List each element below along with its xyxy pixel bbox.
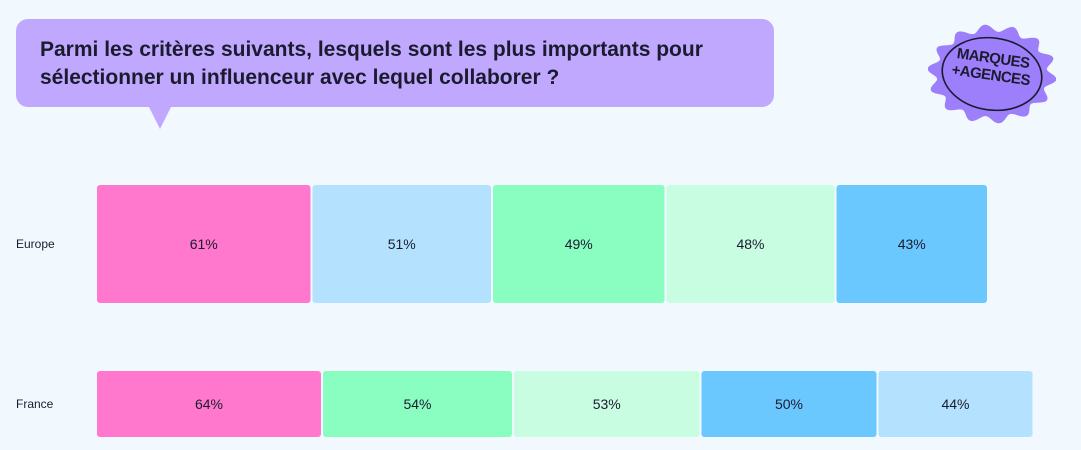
- bar-segment-france-4: [701, 371, 877, 437]
- data-label-europe-2: 51%: [388, 236, 416, 252]
- question-bubble-tail: [148, 105, 172, 129]
- bar-row-europe: Europe 61% 51% 49% 48% 43%: [16, 185, 987, 303]
- data-label-france-2: 54%: [403, 396, 431, 412]
- marques-agences-badge: MARQUES +AGENCES: [927, 20, 1057, 128]
- bar-segment-france-3: [514, 371, 700, 437]
- bar-segment-france-1: [97, 371, 321, 437]
- data-label-europe-3: 49%: [565, 236, 593, 252]
- badge-shape: [927, 24, 1057, 124]
- row-label-france: France: [16, 397, 54, 411]
- bar-segment-europe-2: [312, 185, 491, 303]
- data-label-france-1: 64%: [195, 396, 223, 412]
- bar-segment-france-2: [323, 371, 512, 437]
- data-label-france-4: 50%: [775, 396, 803, 412]
- data-label-europe-5: 43%: [898, 236, 926, 252]
- bar-segment-france-5: [878, 371, 1033, 437]
- bar-row-france: France 64% 54% 53% 50% 44%: [16, 371, 1033, 437]
- question-text: Parmi les critères suivants, lesquels so…: [40, 38, 703, 89]
- question-bubble: Parmi les critères suivants, lesquels so…: [16, 19, 774, 107]
- data-label-france-3: 53%: [593, 396, 621, 412]
- data-label-france-5: 44%: [941, 396, 969, 412]
- bar-segment-europe-3: [493, 185, 665, 303]
- bar-segment-europe-4: [666, 185, 835, 303]
- data-label-europe-4: 48%: [736, 236, 764, 252]
- bar-segment-europe-1: [97, 185, 311, 303]
- row-label-europe: Europe: [16, 237, 55, 251]
- data-label-europe-1: 61%: [190, 236, 218, 252]
- bar-segment-europe-5: [836, 185, 987, 303]
